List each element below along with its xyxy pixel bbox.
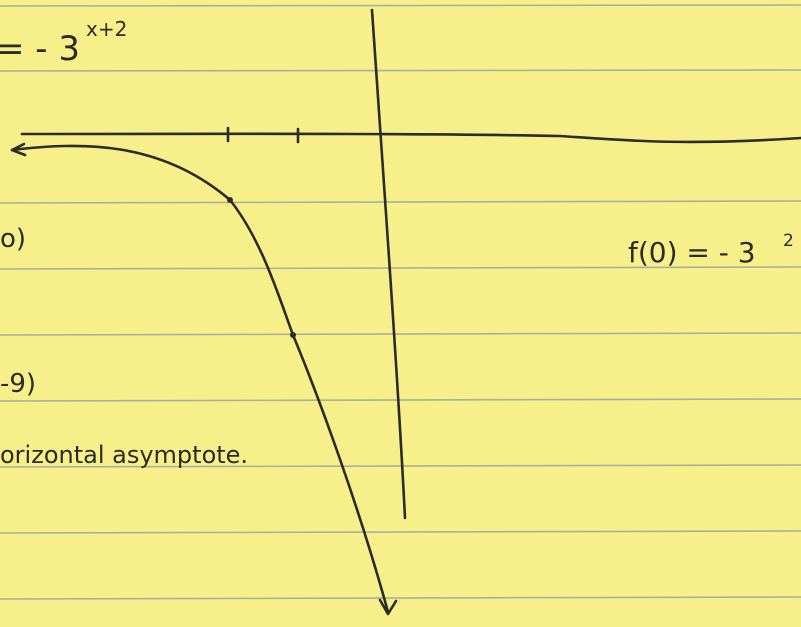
page: = - 3 x+2 o) -9) orizontal asymptote. f(… xyxy=(0,0,801,627)
note: o) xyxy=(0,224,26,254)
note: orizontal asymptote. xyxy=(0,441,248,469)
evaluation-base: f(0) = - 3 xyxy=(628,236,756,269)
equation-base: = - 3 xyxy=(0,29,80,69)
point xyxy=(227,197,233,203)
equation-exponent: x+2 xyxy=(86,17,127,41)
evaluation-exponent: 2 xyxy=(783,231,794,251)
rule-line xyxy=(0,70,801,71)
point xyxy=(290,332,296,338)
rule-line xyxy=(0,5,801,6)
note: -9) xyxy=(0,369,36,399)
notebook-page: = - 3 x+2 o) -9) orizontal asymptote. f(… xyxy=(0,0,801,627)
